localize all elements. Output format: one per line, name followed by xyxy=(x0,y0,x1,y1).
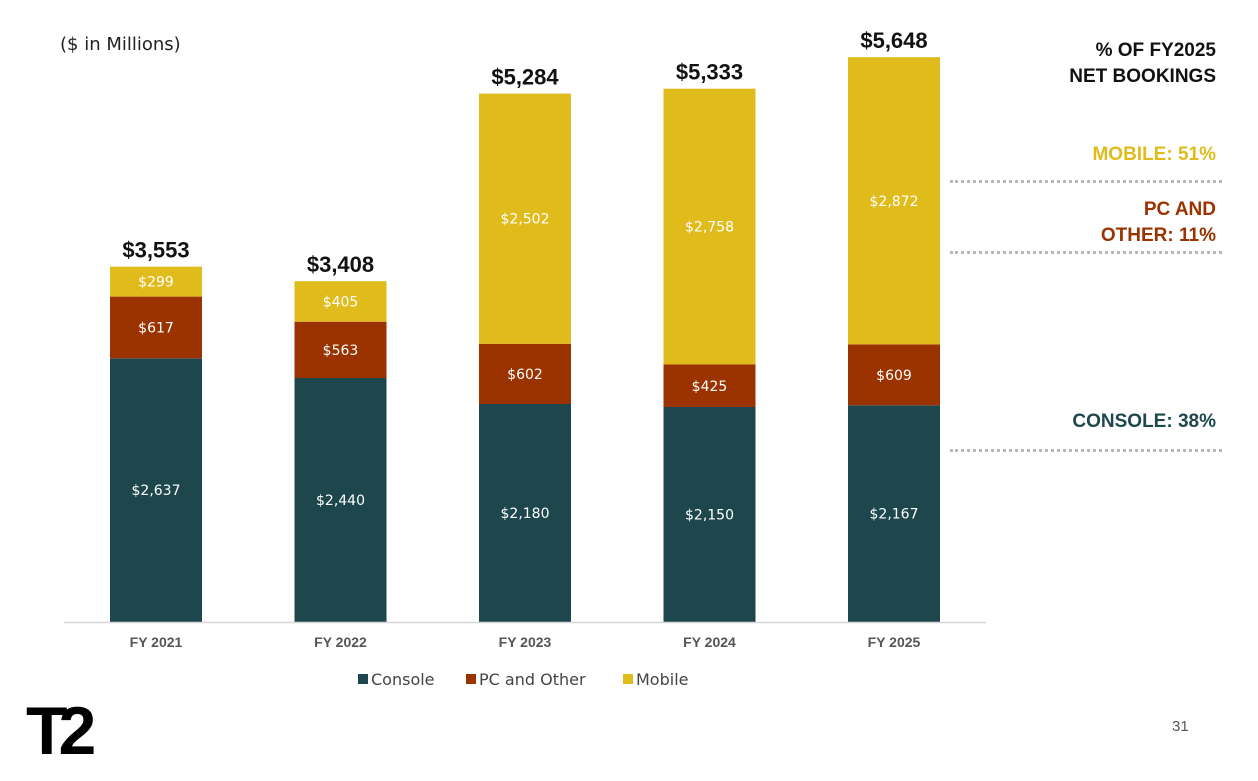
bar-segment xyxy=(848,405,940,622)
legend-label: Mobile xyxy=(636,670,688,689)
segment-value-label: $602 xyxy=(507,367,543,383)
bar-segment xyxy=(663,407,756,622)
bar-segment xyxy=(663,88,756,365)
legend-swatch xyxy=(466,674,476,684)
pc-share-label: PC AND OTHER: 11% xyxy=(1100,199,1216,246)
bar-segment xyxy=(294,378,387,622)
bar-total-label: $5,284 xyxy=(491,65,559,90)
bar-segment xyxy=(848,57,940,345)
bar-segment xyxy=(479,404,571,622)
segment-value-label: $563 xyxy=(323,343,359,359)
t2-logo: T2 xyxy=(26,693,96,769)
segment-value-label: $617 xyxy=(138,320,174,336)
bar-segment xyxy=(110,296,202,359)
segment-value-label: $2,872 xyxy=(870,194,919,210)
x-tick-label: FY 2025 xyxy=(868,634,921,650)
segment-value-label: $2,637 xyxy=(132,483,181,499)
bar-total-label: $5,648 xyxy=(860,28,927,53)
legend-swatch xyxy=(623,674,633,684)
bar-segment xyxy=(663,364,756,407)
legend-label: Console xyxy=(371,670,435,689)
unit-note: ($ in Millions) xyxy=(60,34,181,55)
bar-segment xyxy=(848,344,940,406)
page-number: 31 xyxy=(1172,718,1189,735)
bar-segment xyxy=(294,321,387,378)
stacked-bar-chart: $2,637 $617 $299 $3,553 FY 2021 $2,440 $563 $40… xyxy=(64,28,986,689)
segment-value-label: $2,440 xyxy=(316,493,365,509)
segment-value-label: $2,167 xyxy=(870,507,919,523)
bar-total-label: $5,333 xyxy=(676,60,743,85)
console-share-label: CONSOLE: 38% xyxy=(1072,411,1216,432)
x-tick-label: FY 2022 xyxy=(314,634,367,650)
side-panel-heading: % OF FY2025 NET BOOKINGS xyxy=(1069,40,1216,87)
segment-value-label: $609 xyxy=(876,368,912,384)
segment-value-label: $2,150 xyxy=(685,508,734,524)
bar-segment xyxy=(479,93,571,344)
bar-segment xyxy=(110,358,202,622)
mobile-share-label: MOBILE: 51% xyxy=(1092,144,1216,165)
legend-label: PC and Other xyxy=(479,670,586,689)
x-tick-label: FY 2024 xyxy=(683,634,736,650)
segment-value-label: $425 xyxy=(692,379,728,395)
pc-divider xyxy=(950,251,1222,254)
segment-value-label: $2,180 xyxy=(501,506,550,522)
legend-swatch xyxy=(358,674,368,684)
segment-value-label: $2,502 xyxy=(501,212,550,228)
segment-value-label: $2,758 xyxy=(685,220,734,236)
x-tick-label: FY 2021 xyxy=(130,634,183,650)
segment-value-label: $405 xyxy=(323,294,359,310)
mobile-divider xyxy=(950,180,1222,183)
console-divider xyxy=(950,449,1222,452)
bar-segment xyxy=(294,281,387,322)
x-tick-label: FY 2023 xyxy=(499,634,552,650)
bar-segment xyxy=(479,343,571,404)
bar-segment xyxy=(110,266,202,297)
segment-value-label: $299 xyxy=(138,275,174,291)
bar-total-label: $3,553 xyxy=(122,238,189,263)
bar-total-label: $3,408 xyxy=(307,252,374,277)
